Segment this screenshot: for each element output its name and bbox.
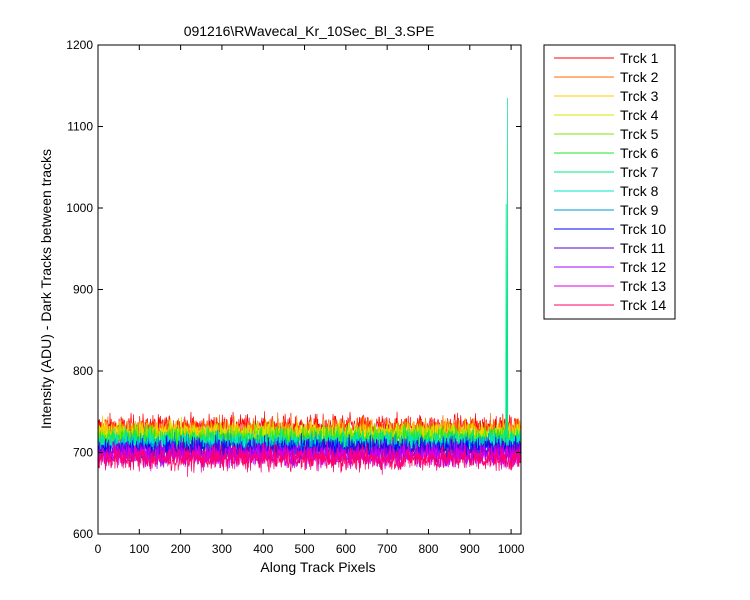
x-tick-label: 1000 — [498, 542, 525, 556]
legend-label: Trck 8 — [620, 183, 659, 199]
x-tick-label: 100 — [129, 542, 149, 556]
legend-label: Trck 9 — [620, 202, 659, 218]
chart-title: 091216\RWavecal_Kr_10Sec_Bl_3.SPE — [184, 23, 435, 39]
x-axis-label: Along Track Pixels — [260, 559, 375, 575]
legend-label: Trck 1 — [620, 50, 659, 66]
legend-label: Trck 13 — [620, 278, 666, 294]
x-tick-label: 700 — [377, 542, 397, 556]
axis-ticks: 0 100 200 300 400 500 600 700 800 900 1000 600 700 80… — [66, 38, 524, 556]
x-tick-label: 400 — [253, 542, 273, 556]
legend-label: Trck 4 — [620, 107, 659, 123]
legend-label: Trck 14 — [620, 297, 666, 313]
legend-label: Trck 6 — [620, 145, 659, 161]
legend-label: Trck 2 — [620, 69, 659, 85]
y-tick-label: 800 — [73, 364, 93, 378]
x-tick-label: 800 — [418, 542, 438, 556]
legend-box — [543, 44, 676, 320]
x-tick-label: 900 — [460, 542, 480, 556]
legend-label: Trck 3 — [620, 88, 659, 104]
y-tick-label: 1200 — [66, 38, 93, 52]
y-tick-label: 900 — [73, 283, 93, 297]
series-line-7 — [97, 97, 521, 457]
legend-label: Trck 12 — [620, 259, 666, 275]
x-tick-label: 200 — [171, 542, 191, 556]
legend: Trck 1 Trck 2 Trck 3 Trck 4 Trck 5 Trck 6 Trck… — [543, 44, 676, 320]
x-tick-label: 500 — [295, 542, 315, 556]
legend-label: Trck 10 — [620, 221, 666, 237]
x-tick-label: 300 — [212, 542, 232, 556]
plot-lines — [97, 97, 521, 477]
y-tick-label: 1000 — [66, 201, 93, 215]
legend-label: Trck 11 — [620, 240, 665, 256]
legend-label: Trck 7 — [620, 164, 659, 180]
series-line-1 — [97, 411, 521, 442]
x-tick-label: 0 — [95, 542, 102, 556]
y-tick-label: 600 — [73, 527, 93, 541]
y-tick-label: 700 — [73, 446, 93, 460]
series-line-14 — [97, 441, 521, 477]
y-tick-label: 1100 — [67, 120, 93, 134]
x-tick-label: 600 — [336, 542, 356, 556]
legend-label: Trck 5 — [620, 126, 659, 142]
y-axis-label: Intensity (ADU) - Dark Tracks between tr… — [38, 149, 54, 429]
